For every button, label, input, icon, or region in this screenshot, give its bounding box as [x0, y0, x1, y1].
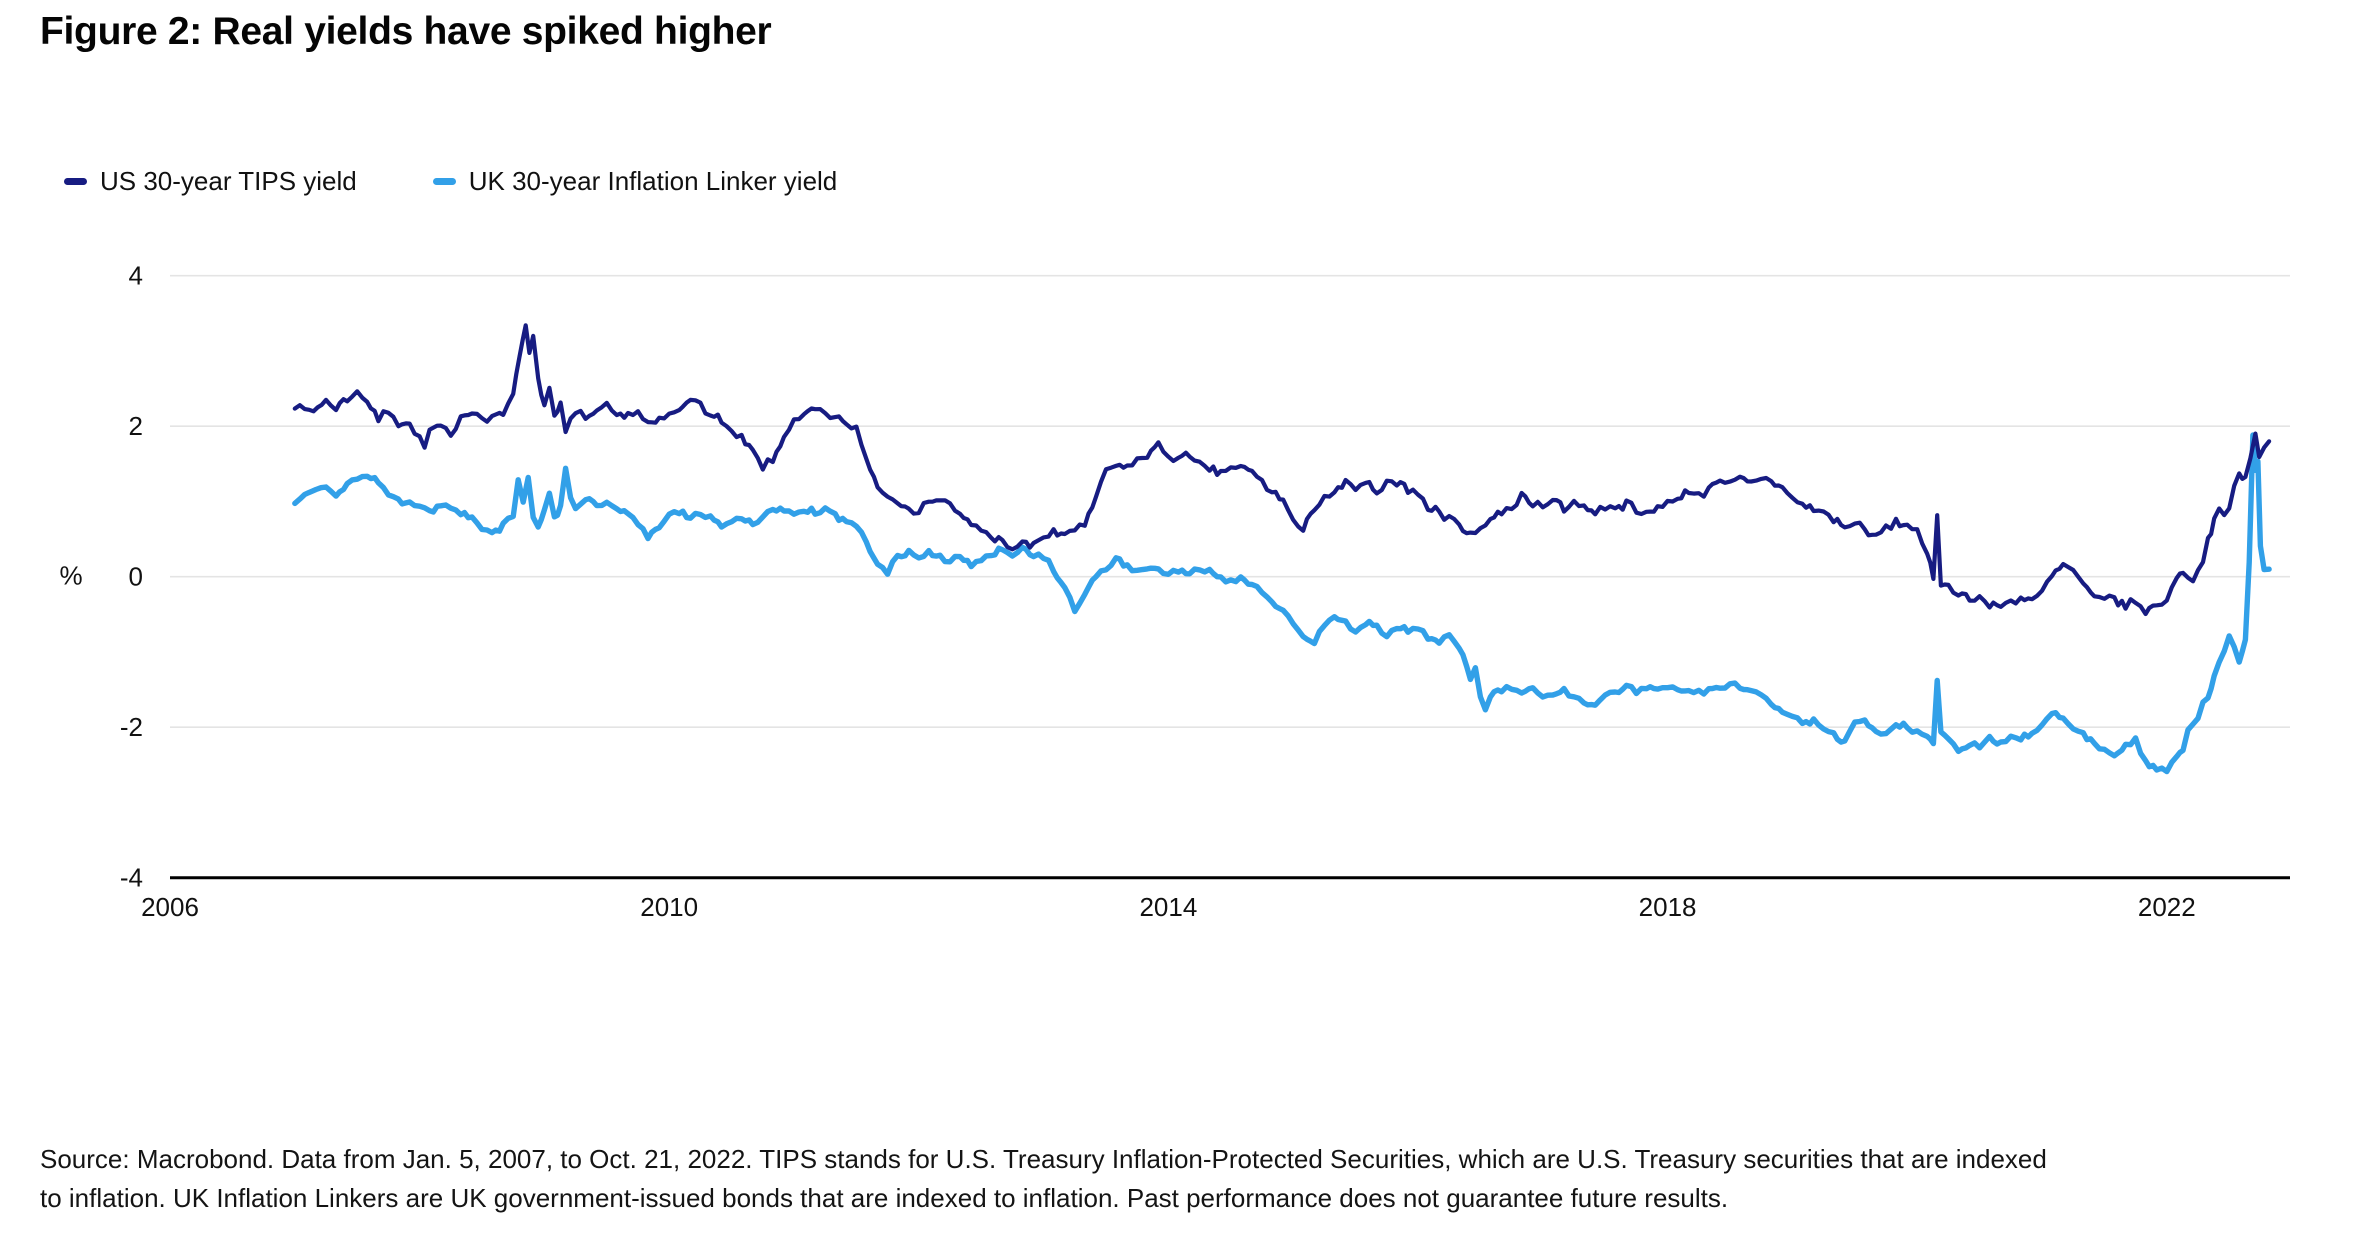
x-tick-label: 2014 — [1139, 892, 1197, 922]
legend-label-us: US 30-year TIPS yield — [100, 166, 357, 196]
figure-title: Figure 2: Real yields have spiked higher — [40, 10, 772, 53]
legend-item-us: US 30-year TIPS yield — [64, 166, 357, 197]
footnote-line-2: to inflation. UK Inflation Linkers are U… — [40, 1183, 1729, 1213]
y-tick-label: -2 — [120, 712, 143, 742]
yield-chart: 4 2 0 -2 -4% 2006 2010 2014 2018 2022 — [59, 261, 2290, 922]
legend-item-uk: UK 30-year Inflation Linker yield — [432, 166, 838, 197]
y-axis-unit-label: % — [59, 561, 82, 591]
y-tick-label: -4 — [120, 863, 143, 893]
footnote-line-1: Source: Macrobond. Data from Jan. 5, 200… — [40, 1144, 2047, 1174]
x-tick-label: 2022 — [2138, 892, 2196, 922]
x-tick-label: 2018 — [1639, 892, 1697, 922]
y-tick-label: 2 — [129, 411, 143, 441]
us-series-line — [292, 323, 2272, 617]
uk-series-line — [292, 432, 2272, 775]
uk-series-swatch-icon — [432, 178, 456, 185]
us-series-swatch-icon — [64, 178, 87, 185]
legend-label-uk: UK 30-year Inflation Linker yield — [468, 166, 838, 196]
source-footnote: Source: Macrobond. Data from Jan. 5, 200… — [40, 1140, 2340, 1218]
y-tick-label: 0 — [129, 562, 143, 592]
chart-canvas: 4 2 0 -2 -4% 2006 2010 2014 2018 2022 — [59, 261, 2290, 922]
y-tick-label: 4 — [129, 261, 143, 291]
x-tick-label: 2010 — [640, 892, 698, 922]
legend: US 30-year TIPS yield UK 30-year Inflati… — [64, 166, 837, 197]
x-tick-label: 2006 — [141, 892, 199, 922]
